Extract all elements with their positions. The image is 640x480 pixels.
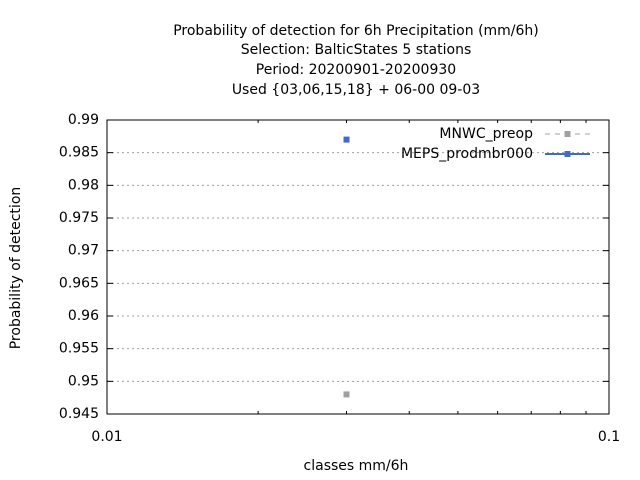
x-tick-label: 0.1 [598, 429, 620, 445]
title-line-1: Probability of detection for 6h Precipit… [173, 23, 539, 39]
x-tick-label: 0.01 [91, 429, 122, 445]
y-tick-label: 0.965 [59, 275, 99, 291]
y-tick-label: 0.99 [68, 112, 99, 128]
plot-frame [106, 119, 610, 415]
grid [107, 152, 609, 382]
y-axis-label: Probability of detection [8, 187, 24, 350]
y-tick-label: 0.95 [68, 373, 99, 389]
y-axis: 0.945 0.95 0.955 0.96 0.965 0.97 0.975 0.98 0.98… [59, 112, 609, 422]
y-tick-label: 0.955 [59, 341, 99, 357]
legend: MNWC_preop MEPS_prodmbr000 [401, 126, 590, 162]
data-point-mnwc-preop [343, 391, 350, 398]
data-point-meps-prodmbr000 [343, 136, 350, 143]
legend-label-mnwc-preop: MNWC_preop [439, 126, 533, 142]
y-tick-label: 0.96 [68, 308, 99, 324]
title-line-3: Period: 20200901-20200930 [256, 62, 456, 78]
legend-label-meps-prodmbr000: MEPS_prodmbr000 [401, 146, 533, 162]
legend-marker-meps-prodmbr000 [564, 151, 571, 157]
y-tick-label: 0.985 [59, 145, 99, 161]
x-axis: 0.01 0.1 [91, 120, 620, 445]
title-line-2: Selection: BalticStates 5 stations [241, 42, 471, 58]
legend-marker-mnwc-preop [564, 131, 571, 137]
title-line-4: Used {03,06,15,18} + 06-00 09-03 [232, 82, 480, 98]
x-axis-label: classes mm/6h [304, 458, 409, 474]
y-tick-label: 0.975 [59, 210, 99, 226]
y-tick-label: 0.98 [68, 177, 99, 193]
chart-title: Probability of detection for 6h Precipit… [173, 23, 539, 98]
data-points [343, 136, 350, 398]
y-tick-label: 0.97 [68, 243, 99, 259]
y-tick-label: 0.945 [59, 406, 99, 422]
